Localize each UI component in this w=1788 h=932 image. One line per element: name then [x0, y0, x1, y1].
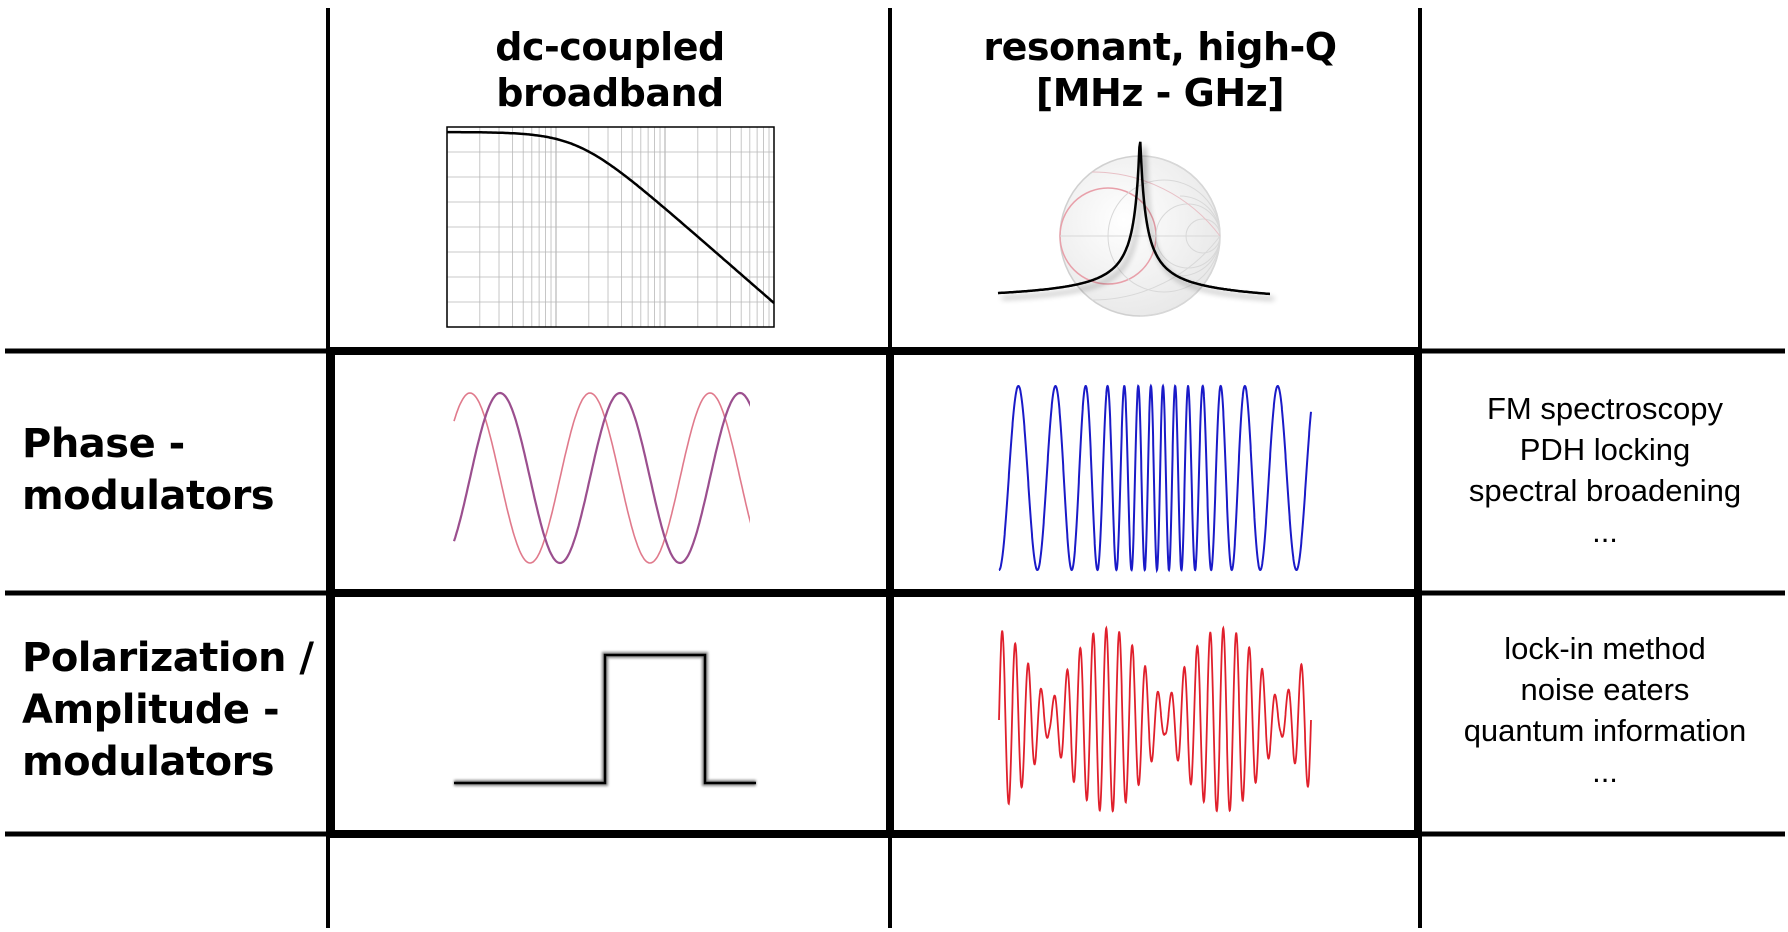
frequency-modulated-wave — [998, 383, 1312, 574]
column-header-broadband: dc-coupled broadband — [430, 24, 790, 116]
row-label-phase: Phase - modulators — [22, 418, 275, 522]
column-header-resonant: resonant, high-Q [MHz - GHz] — [970, 24, 1350, 116]
smith-x-arc — [1091, 171, 1221, 237]
application-item: lock-in method — [1504, 631, 1706, 666]
application-item: quantum information — [1463, 713, 1747, 748]
row-label-line-2: modulators — [22, 473, 275, 519]
plot-grid — [446, 127, 774, 327]
amplitude-modulated-wave — [998, 625, 1312, 813]
column-header-line-1: resonant, high-Q — [983, 25, 1337, 69]
application-item: ... — [1592, 754, 1618, 789]
pulse-line — [454, 653, 756, 785]
fm-wave-path — [998, 383, 1312, 574]
row-label-line-2: Amplitude - — [22, 687, 280, 733]
column-header-line-2: broadband — [496, 71, 724, 115]
applications-amplitude: lock-in method noise eaters quantum info… — [1425, 628, 1785, 792]
row-label-line-1: Phase - — [22, 421, 185, 467]
lorentzian-resonance-curve — [997, 141, 1270, 296]
column-header-line-1: dc-coupled — [495, 25, 725, 69]
row-label-polarization: Polarization / Amplitude - modulators — [22, 632, 314, 788]
lowpass-response-plot — [446, 126, 775, 328]
smith-x-arc — [1179, 235, 1221, 277]
smith-x-arc — [1091, 235, 1221, 301]
smith-x-arc — [1139, 235, 1221, 317]
row-label-line-1: Polarization / — [22, 635, 314, 681]
row-label-line-3: modulators — [22, 739, 275, 785]
application-item: FM spectroscopy — [1486, 391, 1723, 426]
resonance-plot — [997, 141, 1270, 317]
reference-sine-wave — [453, 392, 750, 564]
column-header-line-2: [MHz - GHz] — [1035, 71, 1285, 115]
smith-chart — [1059, 155, 1221, 317]
application-item: noise eaters — [1520, 672, 1690, 707]
application-item: spectral broadening — [1468, 473, 1742, 508]
application-item: PDH locking — [1519, 432, 1691, 467]
smith-x-arc — [1179, 195, 1221, 237]
smith-x-arc — [1139, 155, 1221, 237]
plot-frame — [446, 126, 775, 328]
applications-phase: FM spectroscopy PDH locking spectral bro… — [1425, 388, 1785, 552]
phase-shifted-waves — [452, 391, 750, 565]
lowpass-curve — [447, 130, 775, 304]
am-wave-path — [998, 625, 1312, 813]
rectangular-pulse — [454, 652, 756, 786]
application-item: ... — [1592, 514, 1618, 549]
phase-shifted-sine-wave — [452, 391, 750, 565]
